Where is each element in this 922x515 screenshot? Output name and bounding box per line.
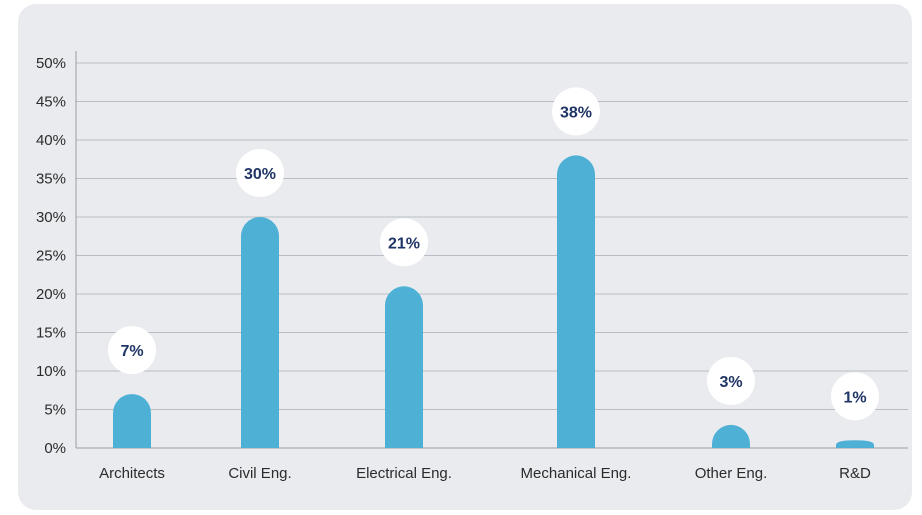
x-tick-label: Architects xyxy=(99,465,165,482)
y-tick-label: 0% xyxy=(44,440,66,457)
x-tick-label: Mechanical Eng. xyxy=(521,465,632,482)
data-label: 1% xyxy=(843,389,866,406)
y-tick-label: 45% xyxy=(36,94,66,111)
data-label: 3% xyxy=(719,374,742,391)
data-label: 38% xyxy=(560,104,592,121)
x-tick-label: Other Eng. xyxy=(695,465,768,482)
y-tick-label: 15% xyxy=(36,325,66,342)
bar xyxy=(385,286,423,448)
x-tick-label: Civil Eng. xyxy=(228,465,291,482)
bar xyxy=(712,424,750,448)
x-tick-label: Electrical Eng. xyxy=(356,465,452,482)
data-label-bubble xyxy=(552,87,600,136)
bar-chart: 0% 5% 10% 15% 20% 25% 30% 35% 40% 45% 50% Architect… xyxy=(36,51,908,482)
y-tick-label: 10% xyxy=(36,363,66,380)
bar xyxy=(836,440,874,448)
y-tick-label: 35% xyxy=(36,171,66,188)
y-tick-label: 40% xyxy=(36,132,66,149)
data-label: 7% xyxy=(120,343,143,360)
bar xyxy=(241,217,279,448)
y-tick-label: 30% xyxy=(36,209,66,226)
y-tick-label: 50% xyxy=(36,55,66,72)
y-tick-label: 20% xyxy=(36,286,66,303)
data-label-bubble xyxy=(108,326,156,375)
x-tick-label: R&D xyxy=(839,465,871,482)
bar xyxy=(557,155,595,448)
data-label: 30% xyxy=(244,166,276,183)
bar xyxy=(113,394,151,448)
data-label: 21% xyxy=(388,235,420,252)
data-label-bubble xyxy=(707,356,755,405)
data-label-bubble xyxy=(831,372,879,421)
y-tick-label: 25% xyxy=(36,248,66,265)
data-label-bubble xyxy=(380,218,428,267)
data-label-bubble xyxy=(236,149,284,197)
y-tick-label: 5% xyxy=(44,402,66,419)
chart-card: 0% 5% 10% 15% 20% 25% 30% 35% 40% 45% 50% Architect… xyxy=(18,4,912,510)
